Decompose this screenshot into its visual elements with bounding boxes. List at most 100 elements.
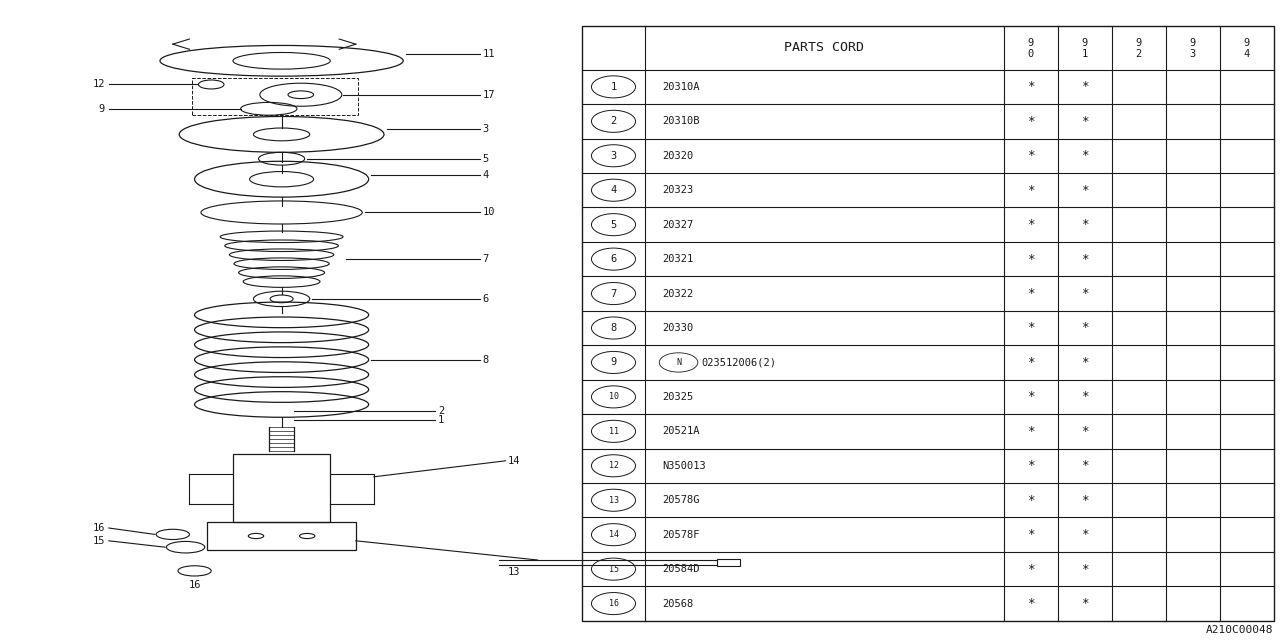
Text: 9: 9 (1189, 38, 1196, 47)
Text: *: * (1082, 253, 1089, 266)
Text: *: * (1082, 218, 1089, 231)
Text: 0: 0 (1028, 49, 1034, 59)
Text: 8: 8 (483, 355, 489, 365)
Text: *: * (1082, 528, 1089, 541)
Text: *: * (1028, 563, 1034, 575)
Bar (207, 522, 356, 550)
Text: *: * (1082, 321, 1089, 335)
Text: 20325: 20325 (662, 392, 694, 402)
Text: *: * (1028, 115, 1034, 128)
Text: *: * (1082, 597, 1089, 610)
Text: 20320: 20320 (662, 151, 694, 161)
Text: 7: 7 (611, 289, 617, 298)
Text: 9: 9 (1243, 38, 1249, 47)
Text: N350013: N350013 (662, 461, 705, 471)
Text: *: * (1028, 81, 1034, 93)
Text: *: * (1082, 563, 1089, 575)
Text: 16: 16 (92, 523, 105, 533)
Text: 1: 1 (611, 82, 617, 92)
Text: 4: 4 (611, 185, 617, 195)
Text: *: * (1082, 356, 1089, 369)
Text: 9: 9 (1028, 38, 1034, 47)
Text: *: * (1028, 287, 1034, 300)
Text: 3: 3 (483, 124, 489, 134)
Text: 20310A: 20310A (662, 82, 699, 92)
Text: A210C00048: A210C00048 (1206, 625, 1274, 636)
Text: 16: 16 (608, 599, 618, 608)
Text: 14: 14 (608, 530, 618, 539)
Text: 10: 10 (608, 392, 618, 401)
Text: 2: 2 (1135, 49, 1142, 59)
Bar (233, 454, 330, 522)
Text: *: * (1082, 184, 1089, 196)
Text: 11: 11 (608, 427, 618, 436)
Text: *: * (1082, 425, 1089, 438)
Text: 5: 5 (611, 220, 617, 230)
Text: *: * (1028, 460, 1034, 472)
Text: 12: 12 (92, 79, 105, 90)
Text: 1: 1 (1082, 49, 1088, 59)
Text: *: * (1028, 425, 1034, 438)
Text: *: * (1028, 597, 1034, 610)
Text: 9: 9 (1135, 38, 1142, 47)
Text: *: * (1082, 149, 1089, 163)
Text: 12: 12 (608, 461, 618, 470)
Text: 9: 9 (99, 104, 105, 114)
Text: 20578G: 20578G (662, 495, 699, 505)
Text: 20323: 20323 (662, 185, 694, 195)
Text: 4: 4 (1243, 49, 1249, 59)
Text: *: * (1028, 184, 1034, 196)
Bar (717, 559, 740, 566)
Text: 2: 2 (438, 406, 444, 416)
Text: 3: 3 (1189, 49, 1196, 59)
Text: 023512006(2): 023512006(2) (701, 358, 777, 367)
Text: *: * (1082, 81, 1089, 93)
Text: *: * (1082, 115, 1089, 128)
Text: 3: 3 (611, 151, 617, 161)
Text: 8: 8 (611, 323, 617, 333)
Text: *: * (1028, 493, 1034, 507)
Text: 6: 6 (483, 294, 489, 304)
Text: 16: 16 (188, 580, 201, 590)
Bar (192, 78, 358, 115)
Text: 20310B: 20310B (662, 116, 699, 126)
Text: 9: 9 (611, 358, 617, 367)
Text: 20327: 20327 (662, 220, 694, 230)
Text: 13: 13 (608, 496, 618, 505)
Text: *: * (1082, 390, 1089, 403)
Text: *: * (1028, 356, 1034, 369)
Text: 10: 10 (483, 207, 495, 218)
Text: 20321: 20321 (662, 254, 694, 264)
Text: *: * (1082, 460, 1089, 472)
Text: 20568: 20568 (662, 598, 694, 609)
Text: 20330: 20330 (662, 323, 694, 333)
Text: 6: 6 (611, 254, 617, 264)
Text: 20322: 20322 (662, 289, 694, 298)
Text: 20578F: 20578F (662, 530, 699, 540)
Text: 14: 14 (508, 456, 521, 466)
Text: 20521A: 20521A (662, 426, 699, 436)
Text: 17: 17 (483, 90, 495, 100)
Text: 7: 7 (483, 254, 489, 264)
Text: *: * (1028, 253, 1034, 266)
Text: *: * (1028, 321, 1034, 335)
Text: *: * (1028, 528, 1034, 541)
Text: N: N (676, 358, 681, 367)
Text: *: * (1028, 149, 1034, 163)
Text: *: * (1028, 390, 1034, 403)
Text: *: * (1082, 287, 1089, 300)
Text: 5: 5 (483, 154, 489, 164)
Text: 15: 15 (92, 536, 105, 546)
Text: 2: 2 (611, 116, 617, 126)
Text: 4: 4 (483, 170, 489, 180)
Text: 9: 9 (1082, 38, 1088, 47)
Text: 1: 1 (438, 415, 444, 426)
Text: 13: 13 (508, 566, 521, 577)
Text: 15: 15 (608, 564, 618, 573)
Text: 20584D: 20584D (662, 564, 699, 574)
Text: 11: 11 (483, 49, 495, 60)
Text: PARTS CORD: PARTS CORD (785, 41, 864, 54)
Bar (582, 26, 1274, 621)
Text: *: * (1028, 218, 1034, 231)
Text: *: * (1082, 493, 1089, 507)
